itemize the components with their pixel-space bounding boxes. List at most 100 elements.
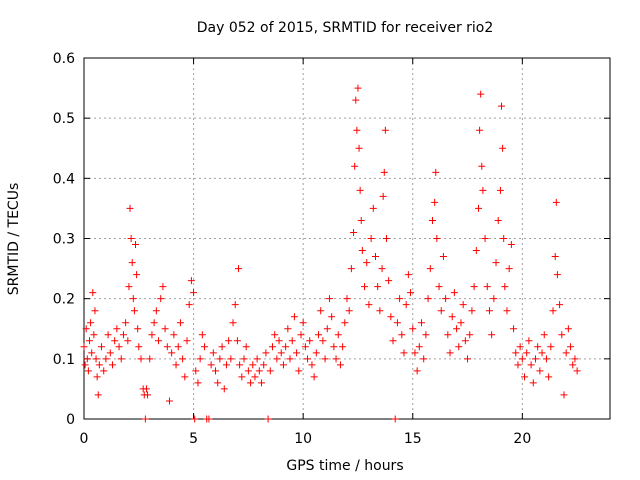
y-tick-label: 0.2 bbox=[53, 292, 75, 308]
data-point bbox=[82, 325, 90, 333]
data-point bbox=[472, 247, 480, 255]
data-point bbox=[358, 247, 366, 255]
data-point bbox=[492, 259, 500, 267]
data-point bbox=[542, 355, 550, 363]
data-point bbox=[420, 355, 428, 363]
data-point bbox=[80, 343, 88, 351]
data-point bbox=[521, 373, 529, 381]
data-point bbox=[83, 355, 91, 363]
data-point bbox=[367, 235, 375, 242]
data-point bbox=[424, 295, 432, 303]
data-point bbox=[258, 379, 266, 387]
data-point bbox=[356, 186, 364, 194]
data-point bbox=[214, 379, 222, 387]
data-point bbox=[387, 313, 395, 321]
data-point bbox=[155, 337, 163, 345]
y-axis-label: SRMTID / TECUs bbox=[6, 183, 22, 296]
data-point bbox=[341, 319, 349, 327]
data-point bbox=[411, 349, 419, 357]
data-point bbox=[231, 301, 239, 309]
data-point bbox=[115, 343, 123, 351]
data-points bbox=[80, 84, 581, 423]
data-point bbox=[268, 343, 276, 351]
data-point bbox=[567, 343, 575, 351]
data-point bbox=[92, 355, 100, 363]
data-point bbox=[479, 186, 487, 194]
data-point bbox=[361, 283, 369, 291]
data-point bbox=[81, 361, 89, 369]
data-point bbox=[185, 301, 193, 309]
data-point bbox=[227, 355, 235, 363]
data-point bbox=[236, 361, 244, 369]
data-point bbox=[409, 325, 417, 333]
data-point bbox=[163, 343, 171, 351]
data-point bbox=[551, 253, 559, 261]
data-point bbox=[135, 343, 143, 351]
data-point bbox=[547, 343, 555, 351]
data-point bbox=[304, 355, 312, 363]
data-point bbox=[369, 204, 377, 212]
data-point bbox=[266, 367, 274, 375]
data-point bbox=[170, 331, 178, 339]
data-point bbox=[400, 349, 408, 357]
data-point bbox=[381, 126, 389, 134]
data-point bbox=[128, 259, 136, 267]
data-point bbox=[470, 283, 478, 291]
data-point bbox=[444, 331, 452, 339]
data-point bbox=[432, 168, 440, 176]
data-point bbox=[179, 355, 187, 363]
data-point bbox=[334, 331, 342, 339]
data-point bbox=[529, 379, 537, 387]
data-point bbox=[562, 349, 570, 357]
data-point bbox=[325, 295, 333, 303]
plot-frame bbox=[83, 57, 611, 420]
y-tick-label: 0.6 bbox=[53, 51, 75, 67]
data-point bbox=[571, 355, 579, 363]
data-point bbox=[437, 307, 445, 315]
data-point bbox=[262, 349, 270, 357]
data-point bbox=[310, 373, 318, 381]
data-point bbox=[477, 90, 485, 98]
data-point bbox=[380, 168, 388, 176]
data-point bbox=[282, 343, 290, 351]
data-point bbox=[389, 337, 397, 345]
data-point bbox=[499, 144, 507, 152]
data-point bbox=[125, 283, 133, 291]
data-point bbox=[466, 331, 474, 339]
data-point bbox=[90, 331, 98, 339]
data-point bbox=[209, 349, 217, 357]
data-point bbox=[218, 343, 226, 351]
data-point bbox=[448, 313, 456, 321]
data-point bbox=[286, 355, 294, 363]
data-point bbox=[235, 265, 243, 273]
data-point bbox=[488, 331, 496, 339]
data-point bbox=[91, 307, 99, 315]
data-point bbox=[512, 349, 520, 357]
data-point bbox=[534, 343, 542, 351]
data-point bbox=[130, 307, 138, 315]
data-point bbox=[435, 283, 443, 291]
data-point bbox=[457, 319, 465, 327]
data-point bbox=[244, 367, 252, 375]
data-point bbox=[102, 355, 110, 363]
data-point bbox=[350, 228, 358, 236]
data-point bbox=[183, 337, 191, 345]
data-point bbox=[428, 216, 436, 224]
data-point bbox=[391, 415, 399, 423]
data-point bbox=[481, 235, 489, 242]
data-point bbox=[321, 355, 329, 363]
data-point bbox=[371, 253, 379, 261]
data-point bbox=[402, 301, 410, 309]
data-point bbox=[345, 307, 353, 315]
data-point bbox=[242, 343, 250, 351]
data-point bbox=[439, 253, 447, 261]
data-point bbox=[540, 331, 548, 339]
data-point bbox=[354, 84, 362, 92]
data-point bbox=[355, 144, 363, 152]
data-point bbox=[191, 415, 199, 423]
data-point bbox=[315, 331, 323, 339]
data-point bbox=[95, 361, 103, 369]
data-point bbox=[404, 271, 412, 279]
data-point bbox=[127, 235, 135, 242]
data-point bbox=[376, 307, 384, 315]
